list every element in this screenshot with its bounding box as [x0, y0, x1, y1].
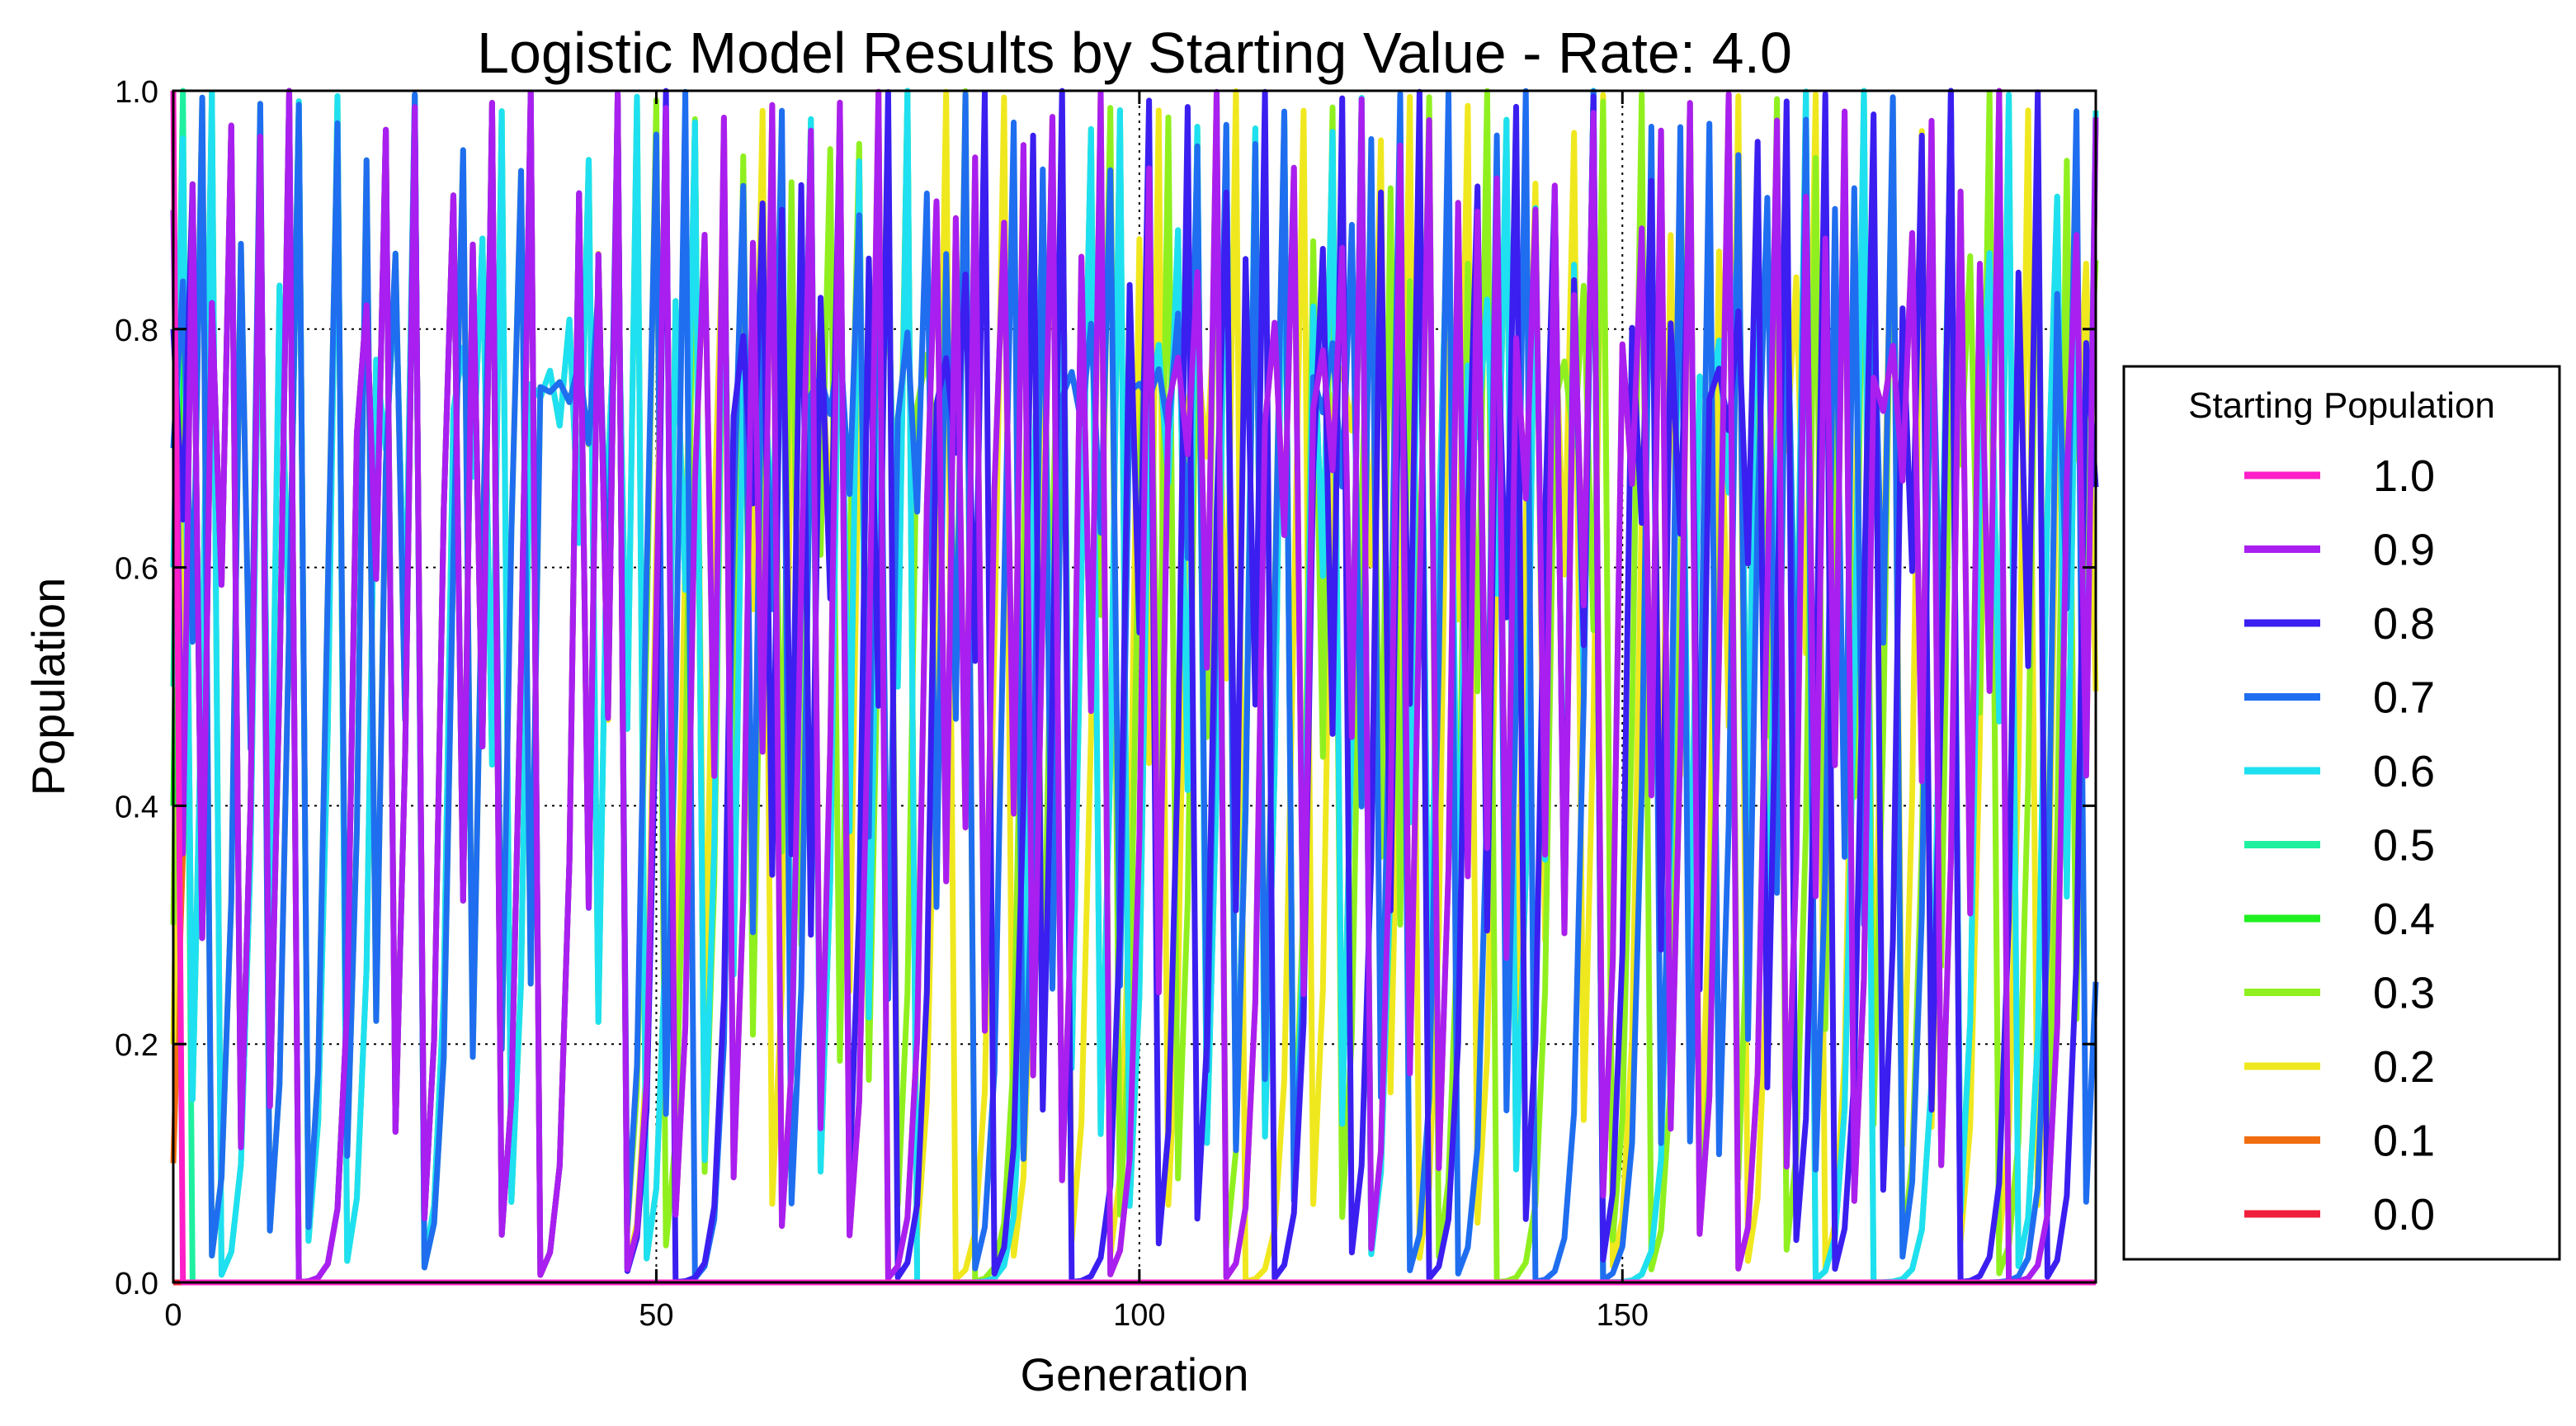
chart-title: Logistic Model Results by Starting Value… [477, 21, 1792, 85]
y-tick-label: 1.0 [115, 75, 158, 110]
plot-frame [172, 89, 2097, 1284]
x-tick-label: 0 [164, 1298, 182, 1333]
y-tick-label: 0.6 [115, 552, 158, 587]
legend-label-0.3: 0.3 [2373, 969, 2435, 1018]
axis-ticks: 0 50 100 150 0.0 0.2 0.4 0.6 0.8 1.0 [115, 75, 2096, 1333]
legend-label-0.9: 0.9 [2373, 526, 2435, 575]
legend-label-0.7: 0.7 [2373, 673, 2435, 723]
x-tick-label: 100 [1113, 1298, 1165, 1333]
y-tick-label: 0.8 [115, 314, 158, 348]
x-axis-label: Generation [1020, 1348, 1248, 1400]
series-line-0.9 [170, 87, 2099, 1286]
y-axis-label: Population [22, 578, 74, 796]
legend: Starting Population 1.0 0.9 0.8 0.7 0.6 0.5 0.… [2122, 365, 2561, 1261]
y-tick-label: 0.0 [115, 1267, 158, 1301]
legend-label-0.4: 0.4 [2373, 895, 2435, 944]
legend-label-0.0: 0.0 [2373, 1190, 2435, 1239]
legend-label-0.1: 0.1 [2373, 1117, 2435, 1166]
series-line-0.6 [170, 87, 2099, 1286]
x-tick-label: 150 [1597, 1298, 1649, 1333]
legend-label-0.6: 0.6 [2373, 747, 2435, 796]
legend-title: Starting Population [2188, 385, 2495, 426]
x-tick-label: 50 [639, 1298, 673, 1333]
y-tick-label: 0.2 [115, 1028, 158, 1063]
legend-label-1.0: 1.0 [2373, 451, 2435, 501]
y-tick-label: 0.4 [115, 790, 158, 824]
legend-label-0.5: 0.5 [2373, 821, 2435, 871]
legend-label-0.8: 0.8 [2373, 599, 2435, 649]
legend-label-0.2: 0.2 [2373, 1042, 2435, 1092]
legend-box [2122, 365, 2561, 1261]
